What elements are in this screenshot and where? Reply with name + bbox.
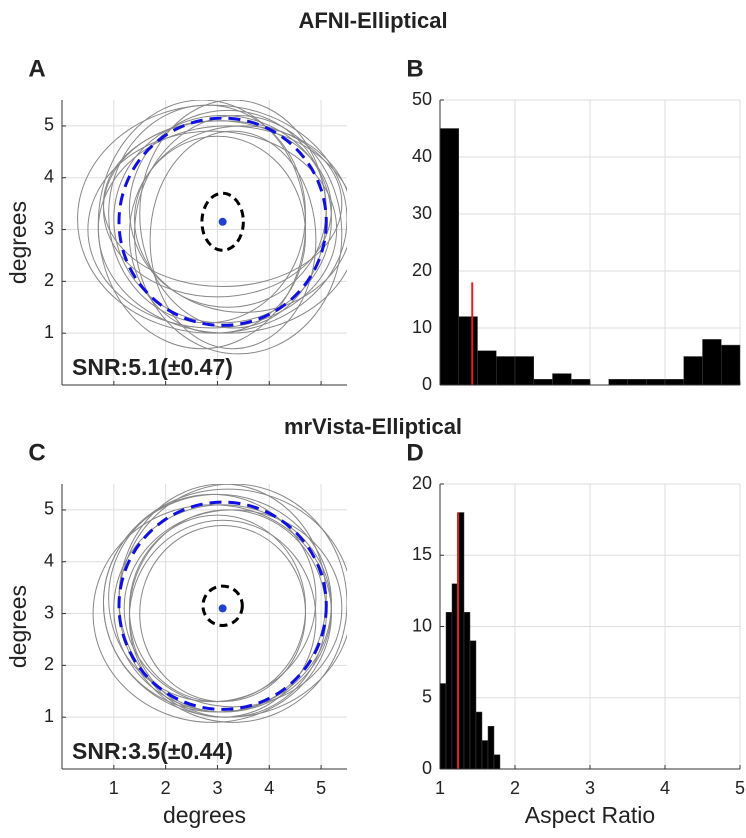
histogram-bar [463, 612, 471, 770]
y-tick-label: 4 [44, 166, 54, 186]
histogram-bar [469, 640, 477, 770]
prf-ellipse [87, 130, 338, 329]
y-axis-label: degrees [5, 201, 31, 284]
x-tick-label: 2 [161, 778, 171, 798]
y-tick-label: 5 [44, 499, 54, 519]
x-tick-label: 1 [435, 778, 445, 798]
y-tick-label: 3 [44, 218, 54, 238]
x-axis-label: Aspect Ratio [525, 802, 655, 828]
prf-ellipse [97, 100, 307, 350]
panel-label: C [28, 439, 45, 466]
y-tick-label: 4 [44, 550, 54, 570]
x-tick-label: 5 [316, 778, 326, 798]
histogram-bar [458, 316, 478, 386]
y-tick-label: 0 [422, 374, 432, 394]
center-point [218, 604, 227, 613]
histogram-bar [608, 379, 628, 386]
figure-title: AFNI-Elliptical [298, 8, 447, 33]
y-tick-label: 20 [412, 473, 432, 493]
panel-label: A [28, 55, 45, 82]
histogram-bar [552, 373, 572, 386]
mean-circle [117, 116, 328, 327]
x-axis-label: degrees [163, 802, 246, 828]
prf-ellipse [134, 115, 343, 355]
y-tick-label: 3 [44, 602, 54, 622]
snr-annotation: SNR:3.5(±0.44) [72, 738, 233, 764]
x-tick-label: 3 [212, 778, 222, 798]
center-point [218, 217, 227, 226]
histogram-bar [481, 740, 489, 770]
histogram-bar [475, 711, 483, 770]
x-tick-label: 3 [585, 778, 595, 798]
x-tick-label: 4 [660, 778, 670, 798]
prf-ellipse [134, 125, 347, 313]
y-tick-label: 5 [422, 687, 432, 707]
y-tick-label: 5 [44, 115, 54, 135]
histogram-bar [627, 379, 647, 386]
y-tick-label: 30 [412, 203, 432, 223]
y-tick-label: 50 [412, 89, 432, 109]
histogram-bar [514, 356, 534, 386]
x-tick-label: 1 [109, 778, 119, 798]
mean-circle [117, 500, 328, 711]
prf-ellipse [123, 509, 343, 708]
prf-ellipse [102, 120, 343, 288]
y-tick-label: 10 [412, 615, 432, 635]
y-tick-label: 20 [412, 260, 432, 280]
y-tick-label: 40 [412, 146, 432, 166]
histogram-bar [646, 379, 666, 386]
prf-ellipse [92, 504, 332, 723]
snr-annotation: SNR:5.1(±0.47) [72, 354, 233, 380]
center-ellipse [201, 584, 244, 627]
prf-ellipse [139, 524, 307, 703]
histogram-bar [487, 726, 495, 770]
histogram-bar [439, 128, 459, 386]
histogram-bar [702, 339, 722, 386]
panel-label: D [406, 439, 423, 466]
y-tick-label: 15 [412, 544, 432, 564]
histogram-bar [477, 350, 497, 386]
plot-area [77, 100, 347, 355]
histogram-bar [664, 379, 684, 386]
prf-ellipse [108, 493, 317, 703]
prf-ellipse [149, 130, 317, 350]
x-tick-label: 2 [510, 778, 520, 798]
y-tick-label: 2 [44, 654, 54, 674]
histogram-bar [571, 379, 591, 386]
histogram-bar [533, 379, 553, 386]
histogram-bar [496, 356, 516, 386]
histogram-bar [493, 754, 501, 770]
x-tick-label: 4 [264, 778, 274, 798]
prf-ellipse [77, 104, 347, 334]
y-tick-label: 0 [422, 758, 432, 778]
y-tick-label: 1 [44, 706, 54, 726]
figure-title: mrVista-Elliptical [284, 414, 462, 439]
histogram-bar [683, 356, 703, 386]
y-tick-label: 10 [412, 317, 432, 337]
x-tick-label: 5 [735, 778, 745, 798]
panel-label: B [406, 55, 423, 82]
histogram-bar [721, 344, 741, 386]
y-axis-label: degrees [5, 585, 31, 668]
histogram-bar [445, 612, 453, 770]
prf-ellipse [128, 519, 317, 718]
y-tick-label: 2 [44, 270, 54, 290]
prf-ellipse [113, 115, 332, 324]
plot-area [92, 484, 347, 723]
y-tick-label: 1 [44, 322, 54, 342]
histogram-bar [439, 683, 447, 770]
center-ellipse [200, 191, 245, 252]
